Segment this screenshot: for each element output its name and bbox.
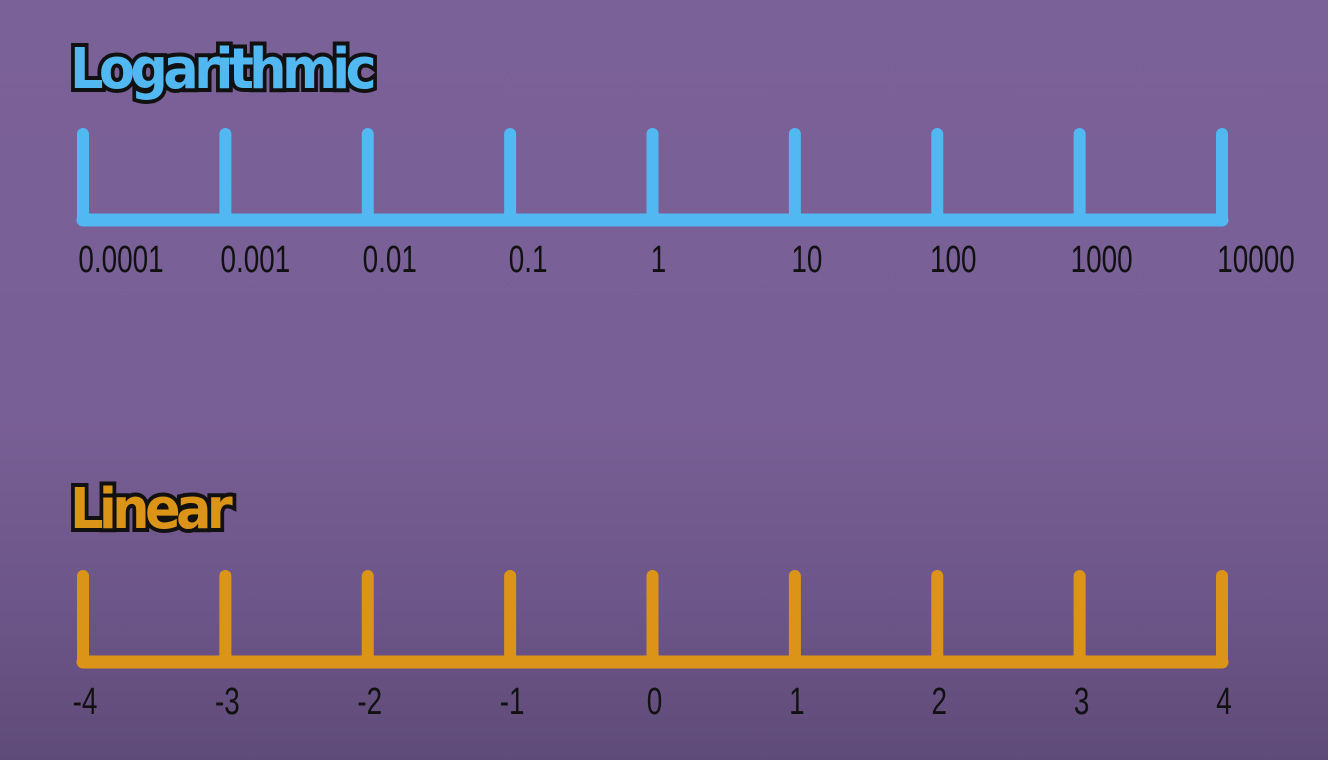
lin-tick-label: -1 — [500, 681, 525, 723]
linear-number-line: -4 -3 -2 -1 0 1 2 3 4 — [73, 570, 1232, 723]
log-tick-label: 0.1 — [509, 239, 548, 281]
log-tick-label: 0.0001 — [78, 239, 163, 281]
lin-tick-label: 3 — [1074, 681, 1090, 723]
log-tick-label: 10000 — [1217, 239, 1294, 281]
lin-tick-label: 1 — [789, 681, 805, 723]
lin-tick-label: -3 — [215, 681, 240, 723]
log-tick-label: 1000 — [1071, 239, 1133, 281]
linear-title: Linear — [66, 477, 236, 542]
lin-tick-label: 4 — [1216, 681, 1232, 723]
lin-tick-label: -2 — [357, 681, 382, 723]
log-tick-label: 0.01 — [363, 239, 417, 281]
lin-tick-label: 2 — [931, 681, 947, 723]
lin-tick-label: 0 — [647, 681, 663, 723]
log-tick-label: 0.001 — [221, 239, 291, 281]
log-tick-label: 100 — [930, 239, 977, 281]
logarithmic-number-line: 0.0001 0.001 0.01 0.1 1 10 100 1000 10000 — [76, 128, 1295, 281]
log-tick-label: 10 — [791, 239, 822, 281]
log-tick-label: 1 — [651, 239, 667, 281]
logarithmic-title: Logarithmic — [66, 37, 380, 102]
lin-tick-label: -4 — [73, 681, 98, 723]
